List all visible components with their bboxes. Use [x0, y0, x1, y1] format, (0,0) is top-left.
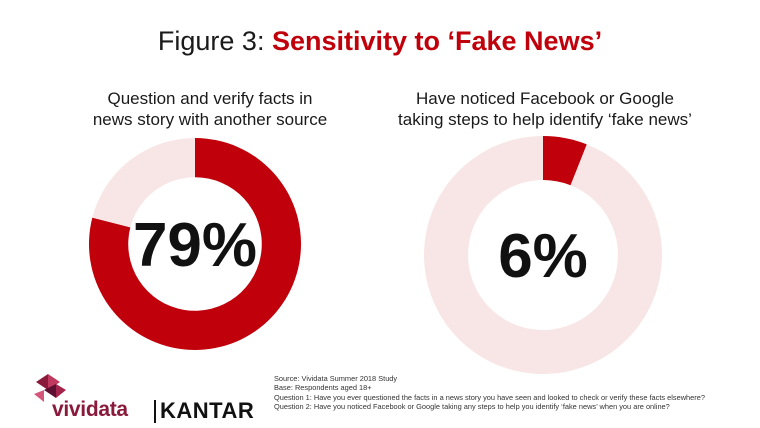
question-left-line-2: news story with another source [92, 110, 328, 129]
donut-chart-right: 6% [424, 136, 662, 374]
left-panel: Question and verify facts in news story … [60, 88, 360, 130]
footnote-question-1: Question 1: Have you ever questioned the… [274, 392, 705, 402]
question-left: Question and verify facts in news story … [60, 88, 360, 130]
question-right: Have noticed Facebook or Google taking s… [385, 88, 705, 130]
footnotes: Source: Vividata Summer 2018 Study Base:… [274, 374, 744, 412]
donut-right-slice-0 [543, 136, 587, 186]
donut-right-slices [424, 136, 662, 374]
question-right-line-2: taking steps to help identify ‘fake news… [398, 110, 692, 129]
question-left-line-1: Question and verify facts in [107, 89, 313, 108]
footer: vividata KANTAR Source: Vividata Summer … [0, 372, 760, 428]
donut-chart-left: 79% [89, 138, 302, 350]
donut-left-slices [89, 138, 302, 350]
kantar-logo-text: KANTAR [160, 398, 255, 423]
logo-divider [154, 400, 156, 423]
donut-left-slice-0 [89, 138, 302, 350]
question-right-line-1: Have noticed Facebook or Google [416, 89, 674, 108]
donut-right-value-label: 6% [498, 222, 588, 291]
footnote-question-2: Question 2: Have you noticed Facebook or… [274, 402, 670, 412]
title-highlight: Sensitivity to ‘Fake News’ [271, 26, 603, 56]
title-prefix: Figure 3: [157, 26, 265, 56]
vividata-logo-text: vividata [52, 398, 128, 421]
footnote-source: Source: Vividata Summer 2018 Study [274, 374, 398, 383]
donut-right-slice-1 [424, 136, 662, 374]
footnote-base: Base: Respondents aged 18+ [274, 383, 372, 393]
vividata-triangles-icon [34, 374, 66, 402]
page-title: Figure 3: Sensitivity to ‘Fake News’ [0, 24, 760, 58]
brand-logo: vividata KANTAR [34, 372, 264, 428]
donut-left-slice-1 [92, 138, 195, 228]
right-panel: Have noticed Facebook or Google taking s… [385, 88, 705, 130]
donut-left-value-label: 79% [133, 211, 257, 280]
